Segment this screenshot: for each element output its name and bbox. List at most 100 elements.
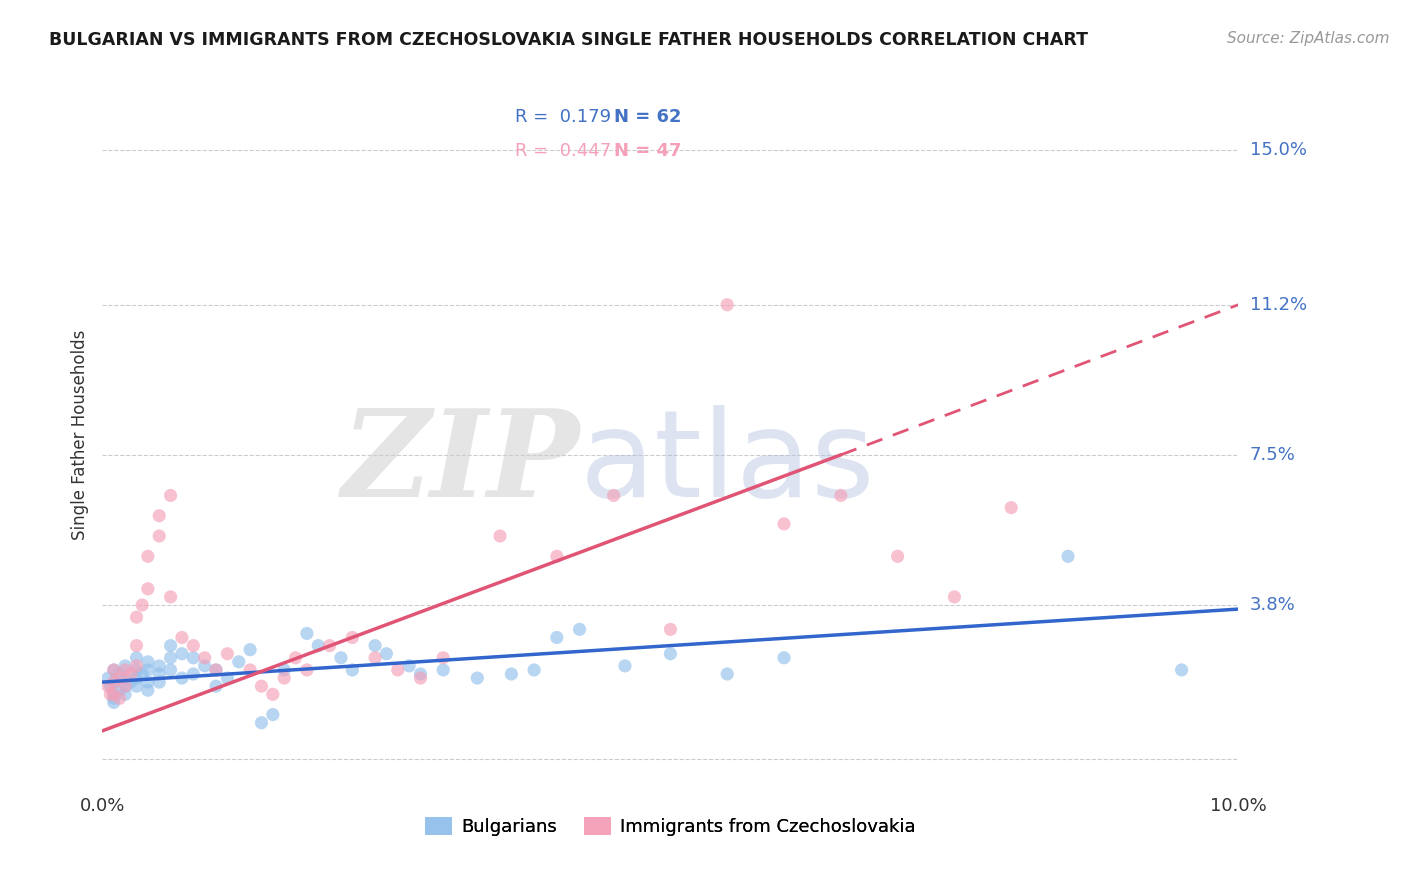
Point	[284, 650, 307, 665]
Point	[159, 639, 181, 653]
Point	[136, 663, 159, 677]
Point	[114, 671, 136, 685]
Point	[108, 691, 131, 706]
Point	[148, 508, 170, 523]
Point	[1000, 500, 1022, 515]
Text: R =  0.447: R = 0.447	[515, 142, 612, 160]
Text: Source: ZipAtlas.com: Source: ZipAtlas.com	[1226, 31, 1389, 46]
Point	[262, 707, 284, 722]
Point	[159, 590, 181, 604]
Point	[103, 695, 125, 709]
Point	[125, 659, 148, 673]
Point	[108, 667, 131, 681]
Point	[1057, 549, 1080, 564]
Point	[250, 715, 273, 730]
Point	[217, 671, 239, 685]
Point	[125, 671, 148, 685]
Point	[602, 488, 624, 502]
Point	[659, 647, 682, 661]
Point	[103, 663, 125, 677]
Point	[523, 663, 546, 677]
Point	[716, 298, 738, 312]
Text: BULGARIAN VS IMMIGRANTS FROM CZECHOSLOVAKIA SINGLE FATHER HOUSEHOLDS CORRELATION: BULGARIAN VS IMMIGRANTS FROM CZECHOSLOVA…	[49, 31, 1088, 49]
Point	[114, 659, 136, 673]
Point	[217, 647, 239, 661]
Point	[250, 679, 273, 693]
Point	[103, 675, 125, 690]
Point	[773, 650, 796, 665]
Point	[409, 667, 432, 681]
Text: 3.8%: 3.8%	[1250, 596, 1295, 614]
Point	[546, 631, 568, 645]
Point	[136, 683, 159, 698]
Point	[103, 687, 125, 701]
Point	[148, 529, 170, 543]
Point	[181, 667, 204, 681]
Point	[489, 529, 512, 543]
Point	[546, 549, 568, 564]
Point	[943, 590, 966, 604]
Point	[364, 639, 387, 653]
Y-axis label: Single Father Households: Single Father Households	[72, 329, 89, 540]
Point	[387, 663, 409, 677]
Point	[114, 687, 136, 701]
Point	[773, 516, 796, 531]
Point	[136, 655, 159, 669]
Point	[125, 639, 148, 653]
Text: atlas: atlas	[579, 405, 875, 522]
Text: R =  0.179: R = 0.179	[515, 108, 612, 126]
Point	[159, 488, 181, 502]
Point	[465, 671, 488, 685]
Point	[148, 659, 170, 673]
Legend: Bulgarians, Immigrants from Czechoslovakia: Bulgarians, Immigrants from Czechoslovak…	[418, 810, 922, 843]
Point	[568, 623, 591, 637]
Point	[830, 488, 852, 502]
Text: 11.2%: 11.2%	[1250, 296, 1306, 314]
Point	[194, 659, 217, 673]
Point	[114, 679, 136, 693]
Text: 7.5%: 7.5%	[1250, 446, 1295, 464]
Point	[501, 667, 523, 681]
Point	[205, 663, 228, 677]
Point	[273, 671, 295, 685]
Point	[318, 639, 340, 653]
Point	[307, 639, 329, 653]
Point	[239, 642, 262, 657]
Text: 15.0%: 15.0%	[1250, 142, 1306, 160]
Point	[614, 659, 637, 673]
Point	[103, 663, 125, 677]
Text: N = 62: N = 62	[613, 108, 681, 126]
Point	[194, 650, 217, 665]
Point	[228, 655, 250, 669]
Text: ZIP: ZIP	[342, 404, 579, 523]
Point	[97, 679, 120, 693]
Point	[239, 663, 262, 677]
Point	[409, 671, 432, 685]
Point	[114, 679, 136, 693]
Point	[364, 650, 387, 665]
Point	[432, 663, 454, 677]
Text: N = 47: N = 47	[613, 142, 681, 160]
Point	[103, 675, 125, 690]
Point	[398, 659, 420, 673]
Point	[120, 675, 142, 690]
Point	[170, 671, 193, 685]
Point	[100, 687, 122, 701]
Point	[170, 647, 193, 661]
Point	[181, 639, 204, 653]
Point	[159, 650, 181, 665]
Point	[148, 667, 170, 681]
Point	[432, 650, 454, 665]
Point	[295, 663, 318, 677]
Point	[716, 667, 738, 681]
Point	[330, 650, 353, 665]
Point	[114, 663, 136, 677]
Point	[148, 675, 170, 690]
Point	[170, 631, 193, 645]
Point	[125, 610, 148, 624]
Point	[375, 647, 398, 661]
Point	[159, 663, 181, 677]
Point	[97, 671, 120, 685]
Point	[886, 549, 908, 564]
Point	[125, 650, 148, 665]
